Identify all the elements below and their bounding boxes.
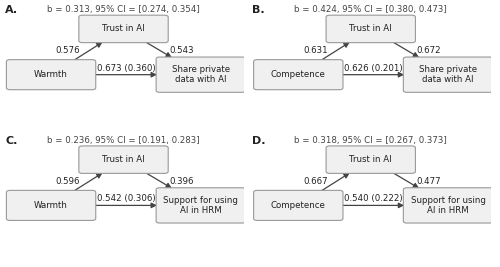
Text: 0.540 (0.222): 0.540 (0.222) <box>344 194 403 203</box>
FancyBboxPatch shape <box>156 57 246 92</box>
Text: C.: C. <box>5 136 18 146</box>
FancyBboxPatch shape <box>6 190 96 221</box>
Text: Support for using
AI in HRM: Support for using AI in HRM <box>164 196 238 215</box>
Text: Warmth: Warmth <box>34 70 68 79</box>
Text: 0.596: 0.596 <box>56 177 80 186</box>
FancyBboxPatch shape <box>254 190 343 221</box>
Text: Share private
data with AI: Share private data with AI <box>172 65 230 84</box>
FancyBboxPatch shape <box>404 188 492 223</box>
Text: Trust in AI: Trust in AI <box>350 24 392 33</box>
Text: 0.543: 0.543 <box>169 46 194 55</box>
Text: 0.667: 0.667 <box>303 177 328 186</box>
Text: 0.672: 0.672 <box>416 46 441 55</box>
FancyBboxPatch shape <box>254 60 343 90</box>
Text: 0.673 (0.360): 0.673 (0.360) <box>96 64 155 73</box>
Text: b = 0.318, 95% CI = [0.267, 0.373]: b = 0.318, 95% CI = [0.267, 0.373] <box>294 136 447 145</box>
Text: Share private
data with AI: Share private data with AI <box>419 65 477 84</box>
Text: 0.477: 0.477 <box>416 177 441 186</box>
Text: 0.576: 0.576 <box>56 46 80 55</box>
Text: 0.626 (0.201): 0.626 (0.201) <box>344 64 403 73</box>
FancyBboxPatch shape <box>79 15 168 43</box>
Text: 0.542 (0.306): 0.542 (0.306) <box>96 194 155 203</box>
Text: 0.631: 0.631 <box>303 46 328 55</box>
FancyBboxPatch shape <box>6 60 96 90</box>
Text: Competence: Competence <box>271 201 326 210</box>
Text: D.: D. <box>252 136 266 146</box>
FancyBboxPatch shape <box>404 57 492 92</box>
Text: Trust in AI: Trust in AI <box>102 24 145 33</box>
FancyBboxPatch shape <box>326 146 416 173</box>
FancyBboxPatch shape <box>326 15 416 43</box>
Text: Support for using
AI in HRM: Support for using AI in HRM <box>410 196 486 215</box>
Text: A.: A. <box>5 5 18 15</box>
FancyBboxPatch shape <box>156 188 246 223</box>
FancyBboxPatch shape <box>79 146 168 173</box>
Text: B.: B. <box>252 5 265 15</box>
Text: Warmth: Warmth <box>34 201 68 210</box>
Text: Competence: Competence <box>271 70 326 79</box>
Text: 0.396: 0.396 <box>169 177 194 186</box>
Text: b = 0.424, 95% CI = [0.380, 0.473]: b = 0.424, 95% CI = [0.380, 0.473] <box>294 5 447 14</box>
Text: b = 0.313, 95% CI = [0.274, 0.354]: b = 0.313, 95% CI = [0.274, 0.354] <box>47 5 200 14</box>
Text: Trust in AI: Trust in AI <box>350 155 392 164</box>
Text: Trust in AI: Trust in AI <box>102 155 145 164</box>
Text: b = 0.236, 95% CI = [0.191, 0.283]: b = 0.236, 95% CI = [0.191, 0.283] <box>47 136 200 145</box>
